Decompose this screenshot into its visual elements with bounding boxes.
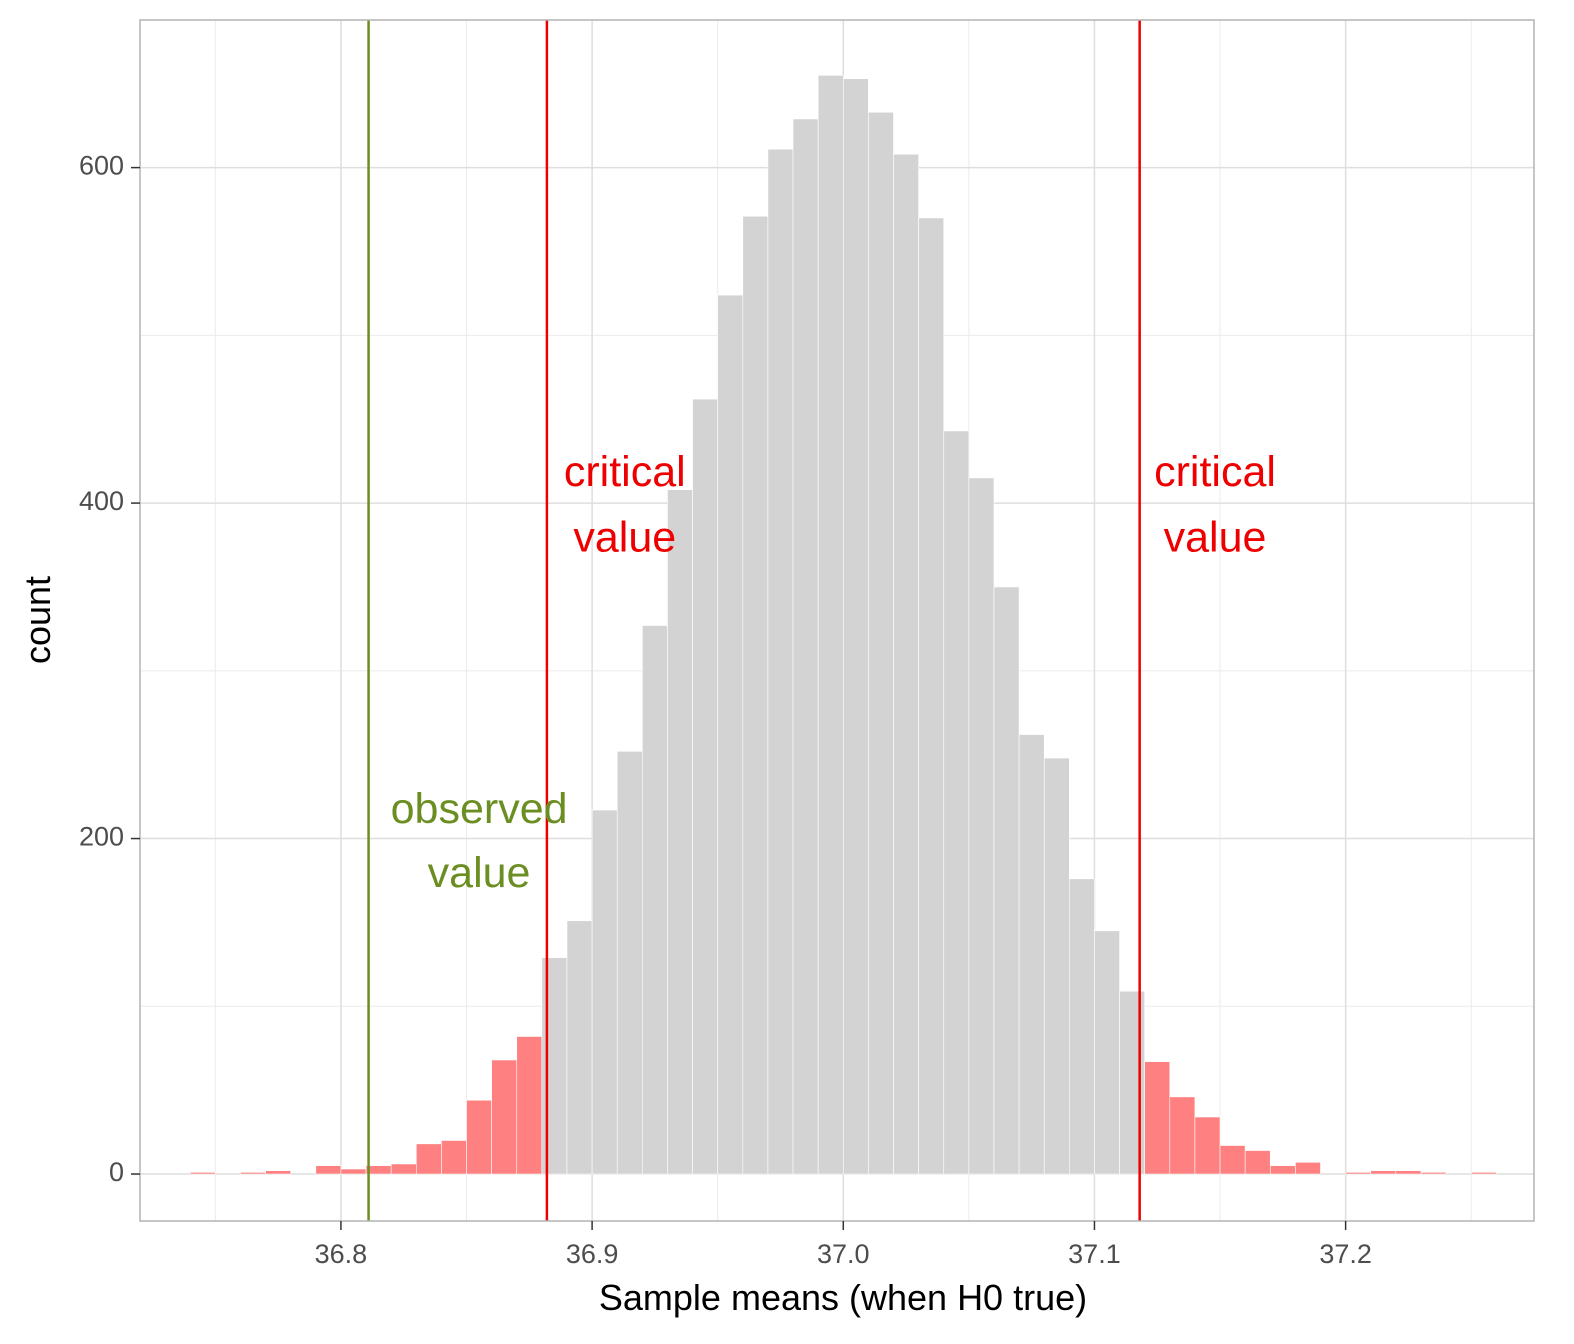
histogram-bar bbox=[692, 398, 718, 1175]
y-tick-label: 600 bbox=[79, 151, 124, 181]
histogram-bar bbox=[1194, 1116, 1221, 1175]
annotations: critical value critical value observed value bbox=[391, 448, 1276, 897]
histogram-bar bbox=[189, 1172, 216, 1175]
histogram-bar bbox=[240, 1172, 266, 1175]
histogram-bar bbox=[1470, 1172, 1497, 1175]
histogram-bar bbox=[842, 78, 869, 1175]
histogram-bar bbox=[993, 586, 1020, 1175]
critical-value-label: critical bbox=[564, 448, 686, 496]
histogram-bar bbox=[817, 75, 844, 1175]
histogram-bar bbox=[1269, 1165, 1296, 1175]
y-tick-label: 400 bbox=[79, 486, 124, 516]
histogram-bar bbox=[541, 957, 568, 1175]
histogram-bar bbox=[1144, 1061, 1171, 1175]
histogram-bar bbox=[642, 625, 668, 1175]
x-tick-label: 37.2 bbox=[1319, 1239, 1372, 1269]
histogram-bar bbox=[1069, 878, 1095, 1175]
histogram-bar bbox=[1244, 1150, 1271, 1175]
histogram-bar bbox=[943, 430, 970, 1175]
x-tick-label: 37.1 bbox=[1068, 1239, 1121, 1269]
histogram-bar bbox=[968, 477, 995, 1175]
histogram-bar bbox=[516, 1036, 543, 1175]
observed-value-label: observed bbox=[391, 785, 568, 833]
histogram-bar bbox=[415, 1143, 442, 1175]
panel-border bbox=[139, 19, 1535, 1222]
histogram-bar bbox=[1420, 1172, 1447, 1175]
histogram-bar bbox=[868, 111, 894, 1175]
histogram-bar bbox=[667, 489, 693, 1175]
y-axis-title: count bbox=[17, 576, 58, 664]
histogram-bar bbox=[1043, 757, 1070, 1175]
histogram-bar bbox=[1169, 1096, 1196, 1175]
histogram-bar bbox=[893, 153, 919, 1175]
histogram-bar bbox=[918, 217, 945, 1175]
critical-value-label: value bbox=[1164, 513, 1267, 561]
histogram-bar bbox=[591, 809, 618, 1175]
histogram-bar bbox=[265, 1170, 292, 1175]
histogram-bar bbox=[1219, 1145, 1246, 1175]
histogram-bar bbox=[390, 1163, 417, 1175]
histogram-bar bbox=[315, 1165, 342, 1175]
x-tick-label: 37.0 bbox=[817, 1239, 870, 1269]
histogram-bar bbox=[717, 294, 744, 1175]
x-axis-title: Sample means (when H0 true) bbox=[599, 1277, 1087, 1318]
histogram-bar bbox=[365, 1165, 392, 1175]
y-axis-ticks: 0 200 400 600 bbox=[79, 151, 140, 1187]
histogram-bar bbox=[491, 1059, 518, 1175]
histogram-bar bbox=[1370, 1170, 1397, 1175]
reference-lines bbox=[367, 20, 1141, 1221]
histogram-bar bbox=[340, 1168, 367, 1175]
histogram-bar bbox=[566, 920, 593, 1175]
histogram-bar bbox=[441, 1140, 467, 1175]
x-tick-label: 36.9 bbox=[566, 1239, 619, 1269]
histogram-bar bbox=[1395, 1170, 1422, 1175]
critical-value-label: value bbox=[573, 513, 676, 561]
histogram-bar bbox=[1345, 1172, 1372, 1175]
histogram-bar bbox=[767, 148, 794, 1175]
histogram-bars bbox=[189, 75, 1497, 1175]
histogram-bar bbox=[792, 118, 819, 1175]
histogram-bar bbox=[1295, 1161, 1321, 1175]
histogram-bar bbox=[1119, 990, 1145, 1175]
histogram-bar bbox=[1018, 734, 1045, 1175]
histogram-bar bbox=[1094, 930, 1120, 1175]
histogram-bar bbox=[466, 1099, 492, 1175]
histogram-bar bbox=[616, 751, 643, 1175]
y-tick-label: 0 bbox=[109, 1157, 124, 1187]
observed-value-label: value bbox=[428, 849, 531, 897]
y-tick-label: 200 bbox=[79, 822, 124, 852]
x-tick-label: 36.8 bbox=[315, 1239, 368, 1269]
critical-value-label: critical bbox=[1154, 448, 1276, 496]
histogram-bar bbox=[742, 215, 769, 1175]
x-axis-ticks: 36.8 36.9 37.0 37.1 37.2 bbox=[315, 1221, 1372, 1269]
